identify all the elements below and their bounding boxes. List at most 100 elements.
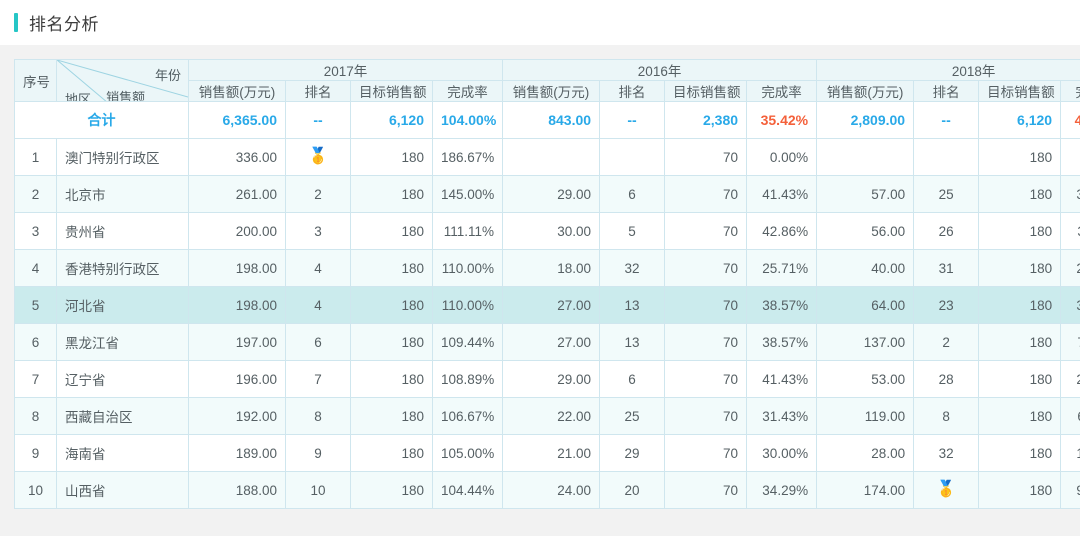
cell-y2016-target: 70 xyxy=(664,249,748,287)
table-row[interactable]: 7 辽宁省 196.00 7 180 108.89% 29.00 6 70 41.43% 53.00… xyxy=(14,360,1080,398)
table-row[interactable]: 6 黑龙江省 197.00 6 180 109.44% 27.00 13 70 38.57% 137… xyxy=(14,323,1080,361)
cell-y2018-sales: 137.00 xyxy=(816,323,915,361)
cell-y2016-rate: 38.57% xyxy=(746,323,818,361)
subheader-2016-target[interactable]: 目标销售额 xyxy=(664,80,748,102)
cell-y2017-rank: 6 xyxy=(285,323,351,361)
table-container: 序号 年份 销售额 地区 2017年 2016年 2018年 销售额(万元) 排… xyxy=(0,45,1080,536)
cell-region: 西藏自治区 xyxy=(56,397,189,435)
corner-label-region: 地区 xyxy=(65,92,92,102)
cell-y2018-sales: 28.00 xyxy=(816,434,915,472)
table-row-total[interactable]: 合计 6,365.00 -- 6,120 104.00% 843.00 -- 2,380 35.… xyxy=(14,101,1080,139)
table-head: 序号 年份 销售额 地区 2017年 2016年 2018年 销售额(万元) 排… xyxy=(14,59,1080,102)
cell-seq: 9 xyxy=(14,434,57,472)
total-cell-9: -- xyxy=(913,101,980,139)
cell-y2018-rate: 96.67% xyxy=(1060,471,1080,509)
cell-seq: 2 xyxy=(14,175,57,213)
cell-seq: 6 xyxy=(14,323,57,361)
cell-y2017-sales: 188.00 xyxy=(188,471,286,509)
cell-y2018-rank: 26 xyxy=(913,212,980,250)
cell-y2018-target: 180 xyxy=(978,175,1062,213)
subheader-2016-rate[interactable]: 完成率 xyxy=(746,80,818,102)
subheader-2017-sales[interactable]: 销售额(万元) xyxy=(188,80,286,102)
diagonal-lines-icon xyxy=(57,60,188,101)
cell-seq: 7 xyxy=(14,360,57,398)
cell-y2016-rate: 30.00% xyxy=(746,434,818,472)
gold-medal-icon: 🥇 xyxy=(936,481,957,498)
subheader-2018-sales[interactable]: 销售额(万元) xyxy=(816,80,915,102)
subheader-2017-rate[interactable]: 完成率 xyxy=(431,80,504,102)
cell-seq: 8 xyxy=(14,397,57,435)
corner-label-sales: 销售额 xyxy=(106,90,146,102)
cell-y2018-sales: 174.00 xyxy=(816,471,915,509)
cell-y2018-rate: 0.00% xyxy=(1060,138,1080,176)
cell-y2018-rate: 22.22% xyxy=(1060,249,1080,287)
table-row[interactable]: 9 海南省 189.00 9 180 105.00% 21.00 29 70 30.00% 28.0… xyxy=(14,434,1080,472)
cell-y2017-target: 180 xyxy=(350,434,433,472)
cell-y2016-target: 70 xyxy=(664,175,748,213)
cell-y2016-sales: 24.00 xyxy=(502,471,601,509)
cell-y2017-rank: 3 xyxy=(285,212,351,250)
subheader-2018-target[interactable]: 目标销售额 xyxy=(978,80,1062,102)
column-group-header-0[interactable]: 2017年 xyxy=(187,59,504,81)
cell-y2018-sales: 64.00 xyxy=(816,286,915,324)
cell-y2016-target: 70 xyxy=(664,138,748,176)
cell-y2017-sales: 261.00 xyxy=(188,175,286,213)
column-group-header-1[interactable]: 2016年 xyxy=(502,59,818,81)
cell-y2018-target: 180 xyxy=(978,360,1062,398)
cell-y2016-target: 70 xyxy=(664,286,748,324)
table-row[interactable]: 4 香港特别行政区 198.00 4 180 110.00% 18.00 32 70 25.71%… xyxy=(14,249,1080,287)
cell-y2018-rank: 25 xyxy=(913,175,980,213)
total-cell-8: 2,809.00 xyxy=(816,101,915,139)
cell-y2017-sales: 200.00 xyxy=(188,212,286,250)
subheader-2017-target[interactable]: 目标销售额 xyxy=(350,80,433,102)
table-row[interactable]: 8 西藏自治区 192.00 8 180 106.67% 22.00 25 70 31.43% 11… xyxy=(14,397,1080,435)
cell-region: 香港特别行政区 xyxy=(56,249,189,287)
cell-seq: 1 xyxy=(14,138,57,176)
cell-region: 黑龙江省 xyxy=(56,323,189,361)
cell-y2018-rank: 32 xyxy=(913,434,980,472)
table-row[interactable]: 10 山西省 188.00 10 180 104.44% 24.00 20 70 34.29% 17… xyxy=(14,471,1080,509)
cell-y2017-rate: 108.89% xyxy=(431,360,504,398)
cell-y2017-rank: 4 xyxy=(285,286,351,324)
cell-y2018-rank xyxy=(913,138,980,176)
cell-y2016-rank: 25 xyxy=(599,397,666,435)
total-cell-3: 104.00% xyxy=(431,101,504,139)
cell-y2016-rate: 31.43% xyxy=(746,397,818,435)
cell-y2017-sales: 196.00 xyxy=(188,360,286,398)
cell-y2017-rank: 4 xyxy=(285,249,351,287)
cell-y2016-rank: 32 xyxy=(599,249,666,287)
column-group-header-2[interactable]: 2018年 xyxy=(816,59,1080,81)
cell-y2017-rank: 2 xyxy=(285,175,351,213)
cell-y2017-target: 180 xyxy=(350,249,433,287)
total-cell-11: 45.90% xyxy=(1060,101,1080,139)
corner-label-year: 年份 xyxy=(154,68,181,83)
subheader-2018-rate[interactable]: 完成率 xyxy=(1060,80,1080,102)
cell-y2017-rate: 104.44% xyxy=(431,471,504,509)
table-row[interactable]: 3 贵州省 200.00 3 180 111.11% 30.00 5 70 42.86% 56.00… xyxy=(14,212,1080,250)
subheader-2016-rank[interactable]: 排名 xyxy=(599,80,666,102)
cell-y2017-target: 180 xyxy=(350,397,433,435)
total-cell-2: 6,120 xyxy=(350,101,433,139)
subheader-2017-rank[interactable]: 排名 xyxy=(285,80,351,102)
cell-y2017-target: 180 xyxy=(350,323,433,361)
cell-y2018-target: 180 xyxy=(978,434,1062,472)
cell-region: 山西省 xyxy=(56,471,189,509)
cell-y2017-rate: 110.00% xyxy=(431,286,504,324)
column-header-seq[interactable]: 序号 xyxy=(14,59,57,102)
subheader-2016-sales[interactable]: 销售额(万元) xyxy=(502,80,601,102)
table-row[interactable]: 5 河北省 198.00 4 180 110.00% 27.00 13 70 38.57% 64.0… xyxy=(14,286,1080,324)
subheader-2018-rank[interactable]: 排名 xyxy=(913,80,980,102)
cell-y2017-sales: 189.00 xyxy=(188,434,286,472)
cell-y2016-rank xyxy=(599,138,666,176)
cell-region: 澳门特别行政区 xyxy=(56,138,189,176)
cell-y2018-target: 180 xyxy=(978,323,1062,361)
cell-y2017-rate: 110.00% xyxy=(431,249,504,287)
cell-y2016-rank: 29 xyxy=(599,434,666,472)
cell-y2017-rate: 105.00% xyxy=(431,434,504,472)
table-row[interactable]: 2 北京市 261.00 2 180 145.00% 29.00 6 70 41.43% 57.00… xyxy=(14,175,1080,213)
cell-y2017-sales: 192.00 xyxy=(188,397,286,435)
cell-y2017-sales: 198.00 xyxy=(188,249,286,287)
title-accent-bar xyxy=(14,13,18,32)
total-cell-1: -- xyxy=(285,101,351,139)
